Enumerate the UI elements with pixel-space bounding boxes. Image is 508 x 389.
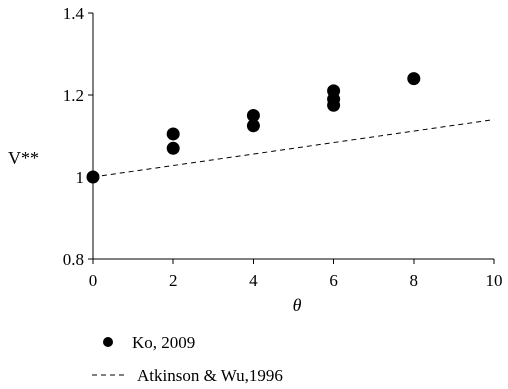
y-tick-label: 0.8 bbox=[63, 250, 84, 269]
data-point-ko bbox=[246, 109, 260, 122]
x-tick-label: 6 bbox=[329, 271, 338, 290]
legend: Ko, 2009 Atkinson & Wu,1996 bbox=[92, 333, 283, 385]
legend-label-ko: Ko, 2009 bbox=[132, 333, 195, 352]
y-axis-title: V** bbox=[8, 148, 39, 168]
line-series bbox=[92, 119, 495, 178]
x-tick-label: 4 bbox=[249, 271, 258, 290]
y-tick-label: 1.2 bbox=[63, 86, 84, 105]
data-point-ko bbox=[166, 127, 180, 141]
data-point-ko bbox=[327, 84, 341, 98]
data-point-ko bbox=[407, 72, 421, 86]
x-tick-label: 8 bbox=[410, 271, 419, 290]
x-axis-title: θ bbox=[293, 295, 302, 315]
x-tick-label: 0 bbox=[89, 271, 98, 290]
scatter-points bbox=[86, 72, 421, 184]
x-ticks: 0 2 4 6 8 10 bbox=[89, 259, 503, 290]
x-tick-label: 10 bbox=[486, 271, 503, 290]
legend-marker-ko bbox=[103, 337, 113, 347]
y-tick-label: 1.4 bbox=[63, 4, 85, 23]
y-tick-label: 1 bbox=[76, 168, 85, 187]
x-tick-label: 2 bbox=[169, 271, 178, 290]
legend-label-atkinson: Atkinson & Wu,1996 bbox=[137, 366, 283, 385]
y-ticks: 0.8 1 1.2 1.4 bbox=[63, 4, 93, 269]
data-point-ko bbox=[166, 141, 180, 155]
data-point-ko bbox=[86, 170, 100, 184]
series-line-atkinson-wu bbox=[92, 119, 495, 178]
data-point-ko bbox=[246, 119, 260, 133]
axes bbox=[92, 13, 494, 260]
